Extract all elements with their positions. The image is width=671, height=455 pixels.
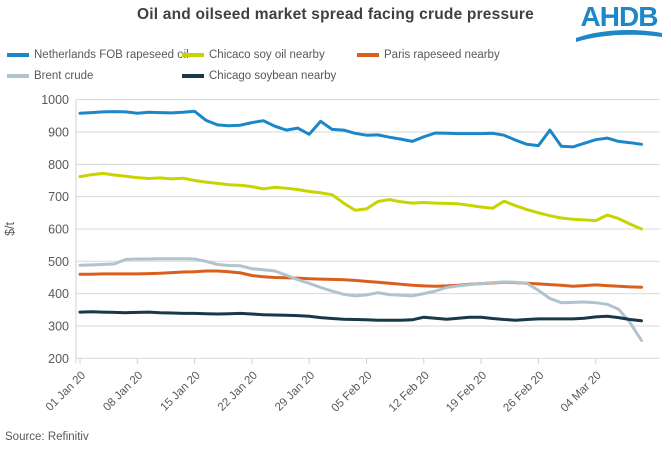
legend-swatch-icon (182, 74, 204, 78)
y-tick-label: 700 (48, 190, 69, 204)
legend-label: Netherlands FOB rapeseed oil (34, 49, 189, 61)
x-tick-label: 01 Jan 20 (44, 369, 88, 413)
y-axis-title: $/t (3, 222, 17, 236)
y-axis-labels: 200 300 400 500 600 700 800 900 1000 (41, 93, 69, 366)
series-paris-rapeseed-nearby (78, 269, 643, 289)
y-tick-label: 500 (48, 255, 69, 269)
y-tick-label: 600 (48, 222, 69, 236)
y-tick-label: 400 (48, 287, 69, 301)
ahdb-logo-text: AHDB (580, 1, 659, 32)
x-tick-label: 05 Feb 20 (330, 369, 375, 414)
x-tick-label: 12 Feb 20 (387, 369, 432, 414)
legend-item-netherlands-fob-rapeseed-oil: Netherlands FOB rapeseed oil (7, 49, 189, 61)
legend-item-paris-rapeseed-nearby: Paris rapeseed nearby (357, 49, 671, 61)
legend-swatch-icon (7, 74, 29, 78)
x-tick-label: 08 Jan 20 (101, 369, 145, 413)
gridlines (76, 99, 660, 359)
source-note: Source: Refinitiv (5, 431, 89, 443)
y-tick-label: 1000 (41, 93, 69, 107)
legend: Netherlands FOB rapeseed oil Chicaco soy … (7, 49, 671, 91)
ahdb-logo: AHDB (576, 3, 662, 43)
legend-item-brent-crude: Brent crude (7, 70, 182, 82)
x-tick-label: 26 Feb 20 (501, 369, 546, 414)
chart-title: Oil and oilseed market spread facing cru… (137, 6, 534, 23)
x-tick-label: 22 Jan 20 (216, 369, 260, 413)
legend-label: Paris rapeseed nearby (384, 49, 500, 61)
x-tick-label: 15 Jan 20 (159, 369, 203, 413)
ahdb-logo-wave-icon (576, 30, 662, 42)
legend-row: Brent crude Chicago soybean nearby (7, 70, 671, 82)
series-netherlands-fob-rapeseed-oil (78, 109, 643, 149)
x-tick-label: 04 Mar 20 (559, 369, 604, 414)
legend-swatch-icon (7, 53, 29, 57)
legend-row: Netherlands FOB rapeseed oil Chicaco soy … (7, 49, 671, 61)
legend-label: Chicago soybean nearby (209, 70, 337, 82)
series-brent-crude (78, 257, 643, 342)
y-tick-label: 800 (48, 158, 69, 172)
legend-item-chicago-soybean-nearby: Chicago soybean nearby (182, 70, 357, 82)
legend-swatch-icon (182, 53, 204, 57)
y-tick-label: 200 (48, 352, 69, 366)
legend-label: Chicaco soy oil nearby (209, 49, 325, 61)
y-tick-label: 900 (48, 125, 69, 139)
legend-item-chicaco-soy-oil-nearby: Chicaco soy oil nearby (182, 49, 357, 61)
series-chicaco-soy-oil-nearby (78, 171, 643, 231)
legend-label: Brent crude (34, 70, 94, 82)
y-tick-label: 300 (48, 319, 69, 333)
x-tick-label: 29 Jan 20 (273, 369, 317, 413)
x-tick-label: 19 Feb 20 (444, 369, 489, 414)
series-chicago-soybean-nearby (78, 310, 643, 323)
x-axis-labels: 01 Jan 20 08 Jan 20 15 Jan 20 22 Jan 20 29 J… (44, 369, 604, 414)
legend-swatch-icon (357, 53, 379, 57)
x-tick-marks (79, 358, 597, 364)
